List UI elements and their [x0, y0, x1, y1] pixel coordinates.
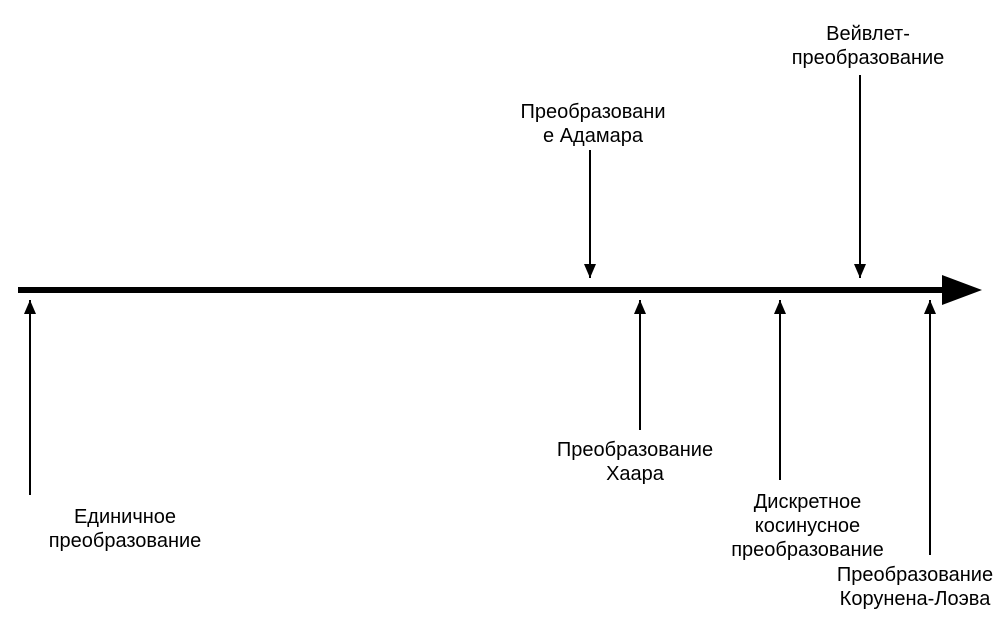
- label-hadamard: Преобразовани е Адамара: [518, 100, 668, 148]
- label-kl: Преобразование Корунена-Лоэва: [825, 563, 996, 611]
- label-identity: Единичное преобразование: [30, 505, 220, 553]
- label-wavelet: Вейвлет- преобразование: [778, 22, 958, 70]
- label-dct: Дискретное косинусное преобразование: [720, 490, 895, 562]
- label-haar: Преобразование Хаара: [545, 438, 725, 486]
